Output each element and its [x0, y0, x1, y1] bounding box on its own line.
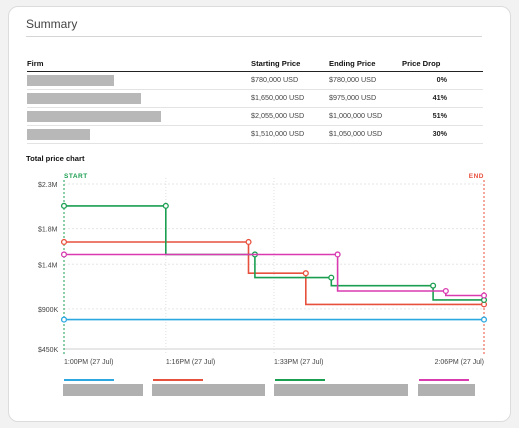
summary-title: Summary	[26, 17, 78, 31]
ending-price: $780,000 USD	[329, 75, 377, 84]
series-point	[480, 292, 488, 299]
table-row: $780,000 USD $780,000 USD 0%	[27, 72, 483, 90]
series-point	[60, 251, 68, 258]
y-tick-label: $450K	[38, 347, 59, 354]
ending-price: $1,050,000 USD	[329, 129, 383, 138]
chart-title: Total price chart	[26, 154, 85, 163]
legend-label-redacted	[274, 384, 408, 396]
ending-price: $1,000,000 USD	[329, 111, 383, 120]
starting-price: $1,510,000 USD	[251, 129, 305, 138]
x-tick-label: 1:33PM (27 Jul)	[274, 359, 323, 366]
header-price-drop: Price Drop	[402, 59, 441, 68]
series-point	[245, 238, 252, 246]
price-drop: 41%	[432, 93, 447, 102]
legend-swatch-red	[153, 379, 203, 381]
series-point	[60, 316, 68, 323]
series-point	[480, 316, 488, 323]
redacted-firm-name	[27, 111, 161, 122]
x-tick-label: 1:00PM (27 Jul)	[64, 359, 113, 366]
table-row: $1,510,000 USD $1,050,000 USD 30%	[27, 126, 483, 144]
table-row: $2,055,000 USD $1,000,000 USD 51%	[27, 108, 483, 126]
legend-swatch-green	[275, 379, 325, 381]
y-tick-label: $1.4M	[38, 262, 58, 269]
summary-table: Firm Starting Price Ending Price Price D…	[27, 56, 483, 144]
series-point	[162, 202, 169, 209]
redacted-firm-name	[27, 93, 141, 104]
price-drop: 30%	[432, 129, 447, 138]
ending-price: $975,000 USD	[329, 93, 377, 102]
header-firm: Firm	[27, 59, 44, 68]
start-marker-label: START	[64, 173, 88, 180]
series-point	[334, 251, 341, 258]
legend-swatch-blue	[64, 379, 114, 381]
legend-swatch-pink	[419, 379, 469, 381]
series-line	[64, 205, 484, 301]
title-divider	[26, 36, 482, 37]
legend-label-redacted	[63, 384, 143, 396]
series-line	[64, 253, 484, 297]
header-starting-price: Starting Price	[251, 59, 301, 68]
table-row: $1,650,000 USD $975,000 USD 41%	[27, 90, 483, 108]
series-point	[60, 202, 68, 209]
price-drop: 0%	[436, 75, 447, 84]
y-tick-label: $900K	[38, 307, 59, 314]
starting-price: $780,000 USD	[251, 75, 299, 84]
y-tick-label: $1.8M	[38, 227, 58, 234]
x-tick-label: 2:06PM (27 Jul)	[435, 359, 484, 366]
redacted-firm-name	[27, 129, 90, 140]
series-point	[442, 287, 449, 295]
starting-price: $1,650,000 USD	[251, 93, 305, 102]
starting-price: $2,055,000 USD	[251, 111, 305, 120]
series-point	[328, 274, 335, 281]
end-marker-label: END	[469, 173, 484, 180]
series-line	[64, 241, 484, 306]
header-ending-price: Ending Price	[329, 59, 376, 68]
price-drop: 51%	[432, 111, 447, 120]
y-tick-label: $2.3M	[38, 182, 58, 189]
x-tick-label: 1:16PM (27 Jul)	[166, 359, 215, 366]
table-header: Firm Starting Price Ending Price Price D…	[27, 56, 483, 72]
series-point	[60, 238, 68, 246]
legend-label-redacted	[418, 384, 475, 396]
legend-label-redacted	[152, 384, 265, 396]
series-point	[302, 270, 309, 277]
series-point	[430, 282, 437, 289]
redacted-firm-name	[27, 75, 114, 86]
